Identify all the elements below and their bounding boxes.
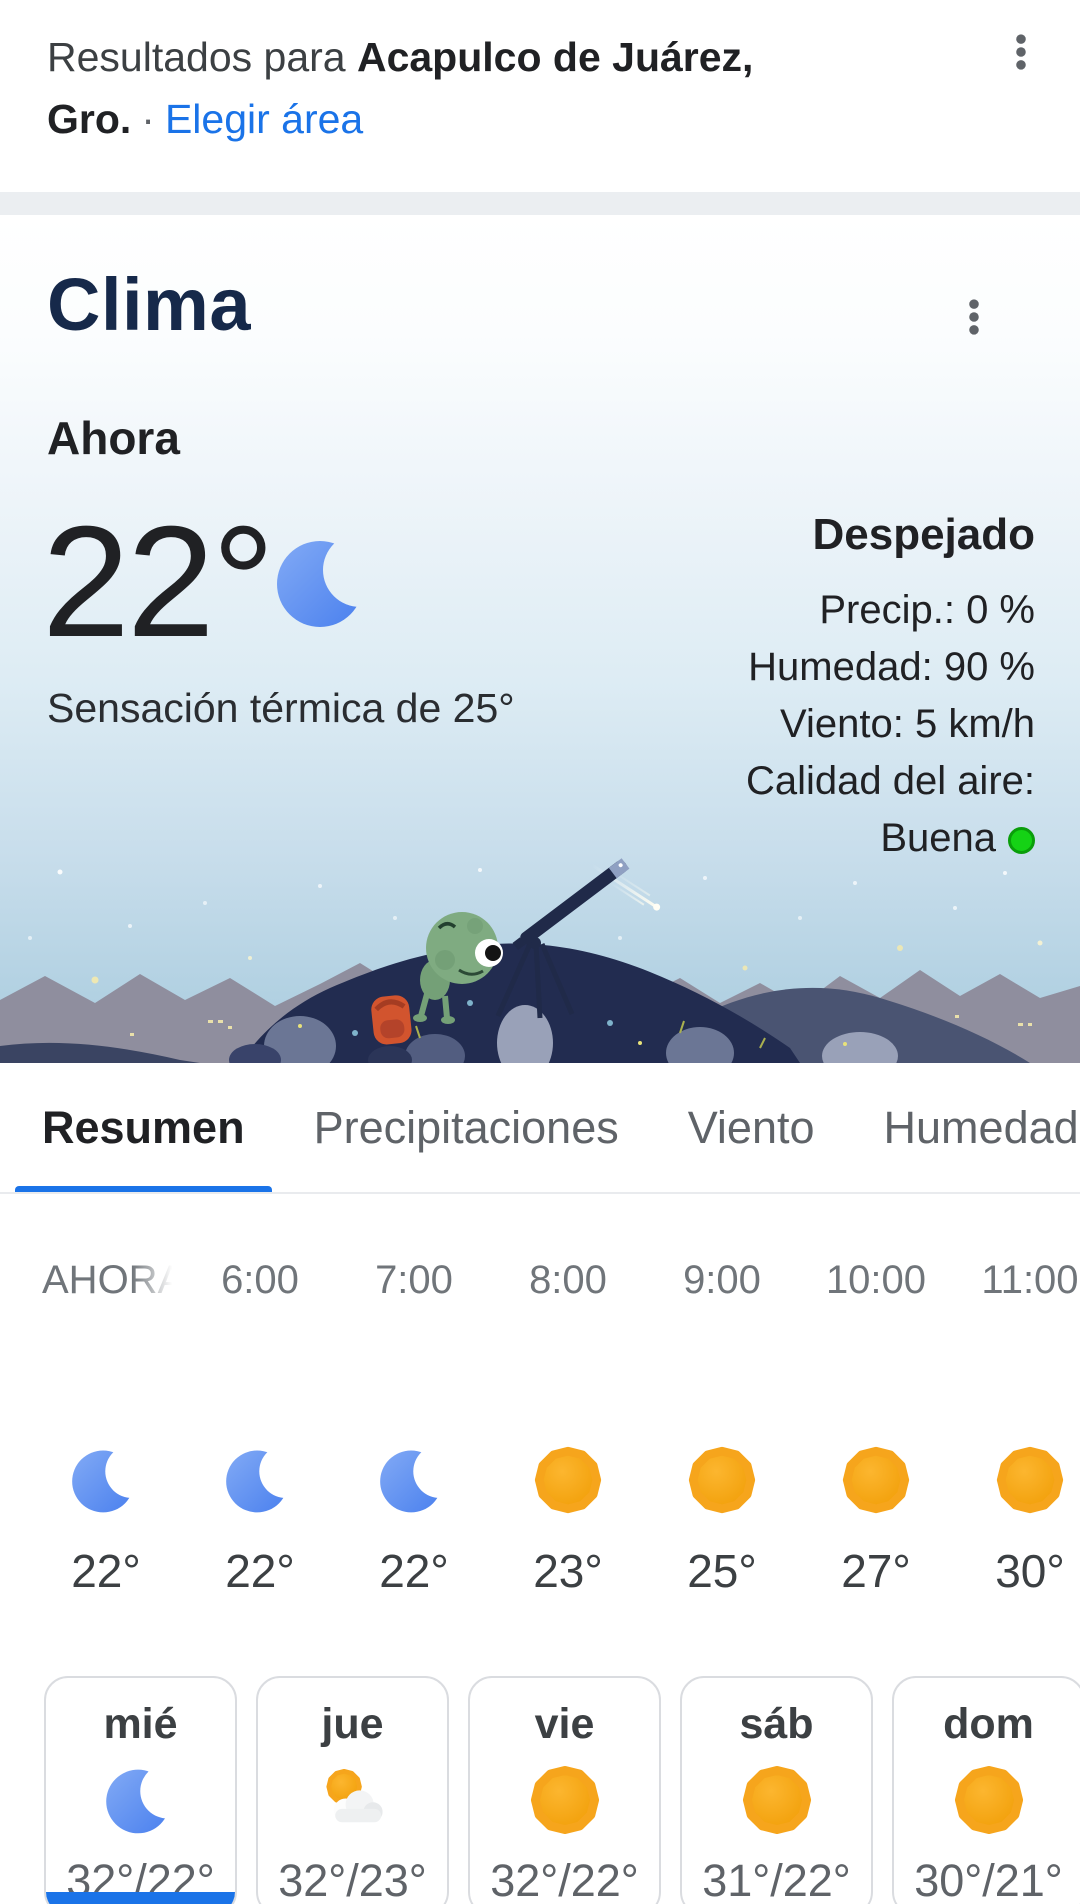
- current-temperature-row: 22°: [42, 503, 374, 661]
- air-quality-value: Buena: [880, 816, 996, 860]
- conditions-panel: Despejado Precip.: 0 % Humedad: 90 % Vie…: [495, 510, 1035, 867]
- kebab-menu-icon: [952, 295, 996, 339]
- day-label: dom: [943, 1700, 1034, 1748]
- day-temps: 31°/22°: [702, 1855, 851, 1904]
- moon-icon: [70, 1444, 142, 1516]
- hourly-temp: 27°: [841, 1545, 911, 1597]
- hourly-temp: 30°: [995, 1545, 1065, 1597]
- sun-icon: [952, 1763, 1026, 1837]
- hourly-forecast-strip[interactable]: AHORA 22° 6:00 22° 7:00 22° 8:00 23° 9:0…: [0, 1194, 1080, 1598]
- hourly-column: AHORA 22°: [29, 1256, 183, 1598]
- day-card-mie[interactable]: mié 32°/22°: [44, 1676, 237, 1904]
- hourly-temp: 22°: [379, 1545, 449, 1597]
- hourly-time: 9:00: [683, 1258, 761, 1302]
- air-quality-label: Calidad del aire:: [745, 759, 1035, 803]
- day-temps: 32°/23°: [278, 1855, 427, 1904]
- night-scene-illustration: [0, 858, 1080, 1063]
- day-label: mié: [103, 1700, 178, 1748]
- section-divider: [0, 192, 1080, 215]
- day-card-jue[interactable]: jue 32°/23°: [256, 1676, 449, 1904]
- hourly-time: 11:00: [981, 1258, 1079, 1302]
- sun-icon: [740, 1763, 814, 1837]
- day-label: vie: [534, 1700, 595, 1748]
- now-label: Ahora: [47, 412, 180, 464]
- hourly-temp: 23°: [533, 1545, 603, 1597]
- choose-area-link[interactable]: Elegir área: [164, 96, 364, 142]
- condition-text: Despejado: [812, 510, 1035, 559]
- day-temps: 30°/21°: [914, 1855, 1063, 1904]
- tab-humedad[interactable]: Humedad: [883, 1101, 1079, 1153]
- current-temperature: 22°: [42, 494, 275, 670]
- frog: [413, 912, 503, 1024]
- moon-icon: [224, 1444, 296, 1516]
- telescope: [495, 858, 630, 1019]
- precipitation-text: Precip.: 0 %: [819, 588, 1035, 632]
- day-card-dom[interactable]: dom 30°/21°: [892, 1676, 1080, 1904]
- daily-forecast-row: mié 32°/22° jue 32°/23° vie 32°/22° sáb …: [0, 1598, 1080, 1904]
- hourly-column: 9:00 25°: [645, 1256, 799, 1598]
- humidity-text: Humedad: 90 %: [748, 645, 1035, 689]
- hourly-temp: 25°: [687, 1545, 757, 1597]
- location-name-line1: Acapulco de Juárez,: [356, 34, 754, 80]
- weather-card: Clima Ahora 22° Sensación térmica de 25°…: [0, 215, 1080, 1063]
- tab-resumen[interactable]: Resumen: [15, 1063, 272, 1192]
- hourly-time: 7:00: [375, 1258, 453, 1302]
- moon-icon: [378, 1444, 450, 1516]
- hourly-time: AHORA: [42, 1258, 178, 1302]
- sun-icon: [686, 1444, 758, 1516]
- header-overflow-menu-button[interactable]: [985, 16, 1057, 88]
- location-name-line2: Gro.: [47, 96, 132, 142]
- day-label: jue: [321, 1700, 384, 1748]
- moon-icon: [274, 531, 374, 633]
- day-temps: 32°/22°: [490, 1855, 639, 1904]
- air-quality-line: Buena: [495, 810, 1035, 867]
- tab-viento[interactable]: Viento: [687, 1101, 815, 1153]
- day-label: sáb: [739, 1700, 814, 1748]
- sun-icon: [528, 1763, 602, 1837]
- weather-title: Clima: [47, 263, 252, 346]
- hourly-time: 6:00: [221, 1258, 299, 1302]
- green-dot-icon: [1008, 827, 1035, 854]
- weather-overflow-menu-button[interactable]: [938, 281, 1010, 353]
- results-header: Resultados para Acapulco de Juárez, Gro.…: [0, 0, 1080, 192]
- kebab-menu-icon: [999, 30, 1043, 74]
- day-temps: 32°/22°: [66, 1855, 215, 1904]
- wind-text: Viento: 5 km/h: [780, 702, 1035, 746]
- hourly-column: 10:00 27°: [799, 1256, 953, 1598]
- hourly-column: 8:00 23°: [491, 1256, 645, 1598]
- results-for-line1: Resultados para Acapulco de Juárez,: [47, 26, 1080, 88]
- weather-tabs: Resumen Precipitaciones Viento Humedad: [0, 1063, 1080, 1194]
- hourly-temp: 22°: [71, 1545, 141, 1597]
- sun-icon: [840, 1444, 912, 1516]
- hourly-column: 11:00 30°: [953, 1256, 1080, 1598]
- moon-icon: [104, 1763, 178, 1837]
- results-for-line2: Gro. · Elegir área: [47, 88, 1080, 150]
- hourly-column: 6:00 22°: [183, 1256, 337, 1598]
- day-card-vie[interactable]: vie 32°/22°: [468, 1676, 661, 1904]
- day-card-sab[interactable]: sáb 31°/22°: [680, 1676, 873, 1904]
- hourly-time: 8:00: [529, 1258, 607, 1302]
- hourly-time: 10:00: [825, 1258, 927, 1302]
- backpack: [371, 995, 412, 1045]
- results-prefix: Resultados para: [47, 34, 357, 80]
- dot-separator: ·: [141, 96, 155, 142]
- hourly-temp: 22°: [225, 1545, 295, 1597]
- tab-precipitaciones[interactable]: Precipitaciones: [313, 1101, 619, 1153]
- sun-icon: [532, 1444, 604, 1516]
- sun-icon: [994, 1444, 1066, 1516]
- sun-behind-cloud-icon: [316, 1763, 390, 1837]
- feels-like-text: Sensación térmica de 25°: [47, 685, 515, 731]
- hourly-column: 7:00 22°: [337, 1256, 491, 1598]
